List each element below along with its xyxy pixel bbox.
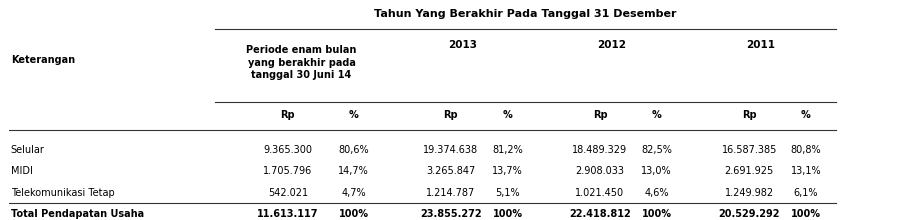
Text: 16.587.385: 16.587.385 — [721, 145, 776, 155]
Text: 9.365.300: 9.365.300 — [264, 145, 313, 155]
Text: MIDI: MIDI — [11, 167, 33, 176]
Text: %: % — [801, 110, 811, 120]
Text: %: % — [349, 110, 359, 120]
Text: 5,1%: 5,1% — [496, 188, 520, 198]
Text: 1.021.450: 1.021.450 — [575, 188, 624, 198]
Text: Rp: Rp — [444, 110, 458, 120]
Text: 1.705.796: 1.705.796 — [263, 167, 313, 176]
Text: Rp: Rp — [593, 110, 607, 120]
Text: 11.613.117: 11.613.117 — [257, 209, 319, 219]
Text: 82,5%: 82,5% — [641, 145, 672, 155]
Text: 20.529.292: 20.529.292 — [718, 209, 780, 219]
Text: 81,2%: 81,2% — [492, 145, 523, 155]
Text: Periode enam bulan
yang berakhir pada
tanggal 30 Juni 14: Periode enam bulan yang berakhir pada ta… — [246, 45, 357, 80]
Text: 100%: 100% — [493, 209, 523, 219]
Text: 13,0%: 13,0% — [641, 167, 672, 176]
Text: Selular: Selular — [11, 145, 44, 155]
Text: Rp: Rp — [742, 110, 757, 120]
Text: 4,6%: 4,6% — [644, 188, 669, 198]
Text: 542.021: 542.021 — [267, 188, 308, 198]
Text: Total Pendapatan Usaha: Total Pendapatan Usaha — [11, 209, 144, 219]
Text: 4,7%: 4,7% — [342, 188, 366, 198]
Text: 3.265.847: 3.265.847 — [426, 167, 476, 176]
Text: 13,7%: 13,7% — [492, 167, 523, 176]
Text: 100%: 100% — [641, 209, 671, 219]
Text: 2012: 2012 — [597, 40, 626, 50]
Text: Telekomunikasi Tetap: Telekomunikasi Tetap — [11, 188, 114, 198]
Text: Keterangan: Keterangan — [11, 55, 75, 65]
Text: 6,1%: 6,1% — [794, 188, 818, 198]
Text: 80,6%: 80,6% — [338, 145, 369, 155]
Text: 2011: 2011 — [747, 40, 776, 50]
Text: 1.214.787: 1.214.787 — [426, 188, 476, 198]
Text: Tahun Yang Berakhir Pada Tanggal 31 Desember: Tahun Yang Berakhir Pada Tanggal 31 Dese… — [374, 9, 677, 19]
Text: Rp: Rp — [281, 110, 295, 120]
Text: %: % — [503, 110, 513, 120]
Text: 100%: 100% — [791, 209, 821, 219]
Text: %: % — [651, 110, 661, 120]
Text: 22.418.812: 22.418.812 — [569, 209, 631, 219]
Text: 18.489.329: 18.489.329 — [573, 145, 628, 155]
Text: 19.374.638: 19.374.638 — [423, 145, 478, 155]
Text: 2013: 2013 — [448, 40, 477, 50]
Text: 100%: 100% — [339, 209, 369, 219]
Text: 13,1%: 13,1% — [791, 167, 821, 176]
Text: 2.691.925: 2.691.925 — [725, 167, 774, 176]
Text: 14,7%: 14,7% — [338, 167, 369, 176]
Text: 2.908.033: 2.908.033 — [575, 167, 624, 176]
Text: 80,8%: 80,8% — [791, 145, 821, 155]
Text: 23.855.272: 23.855.272 — [420, 209, 482, 219]
Text: 1.249.982: 1.249.982 — [725, 188, 774, 198]
